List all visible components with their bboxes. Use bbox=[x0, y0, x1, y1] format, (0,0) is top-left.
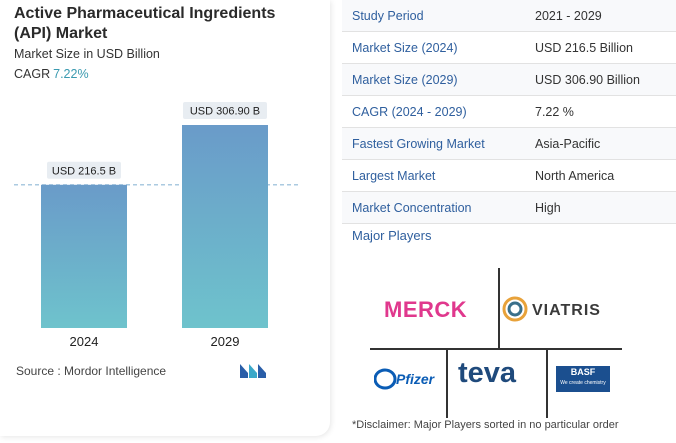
source-text: Source : Mordor Intelligence bbox=[16, 364, 167, 378]
row-key: Market Size (2024) bbox=[352, 40, 458, 55]
basf-logo-text: BASF bbox=[570, 367, 596, 377]
row-key: Market Size (2029) bbox=[352, 72, 458, 87]
chart-title: Active Pharmaceutical Ingredients (API) … bbox=[14, 5, 276, 42]
row-value: USD 306.90 Billion bbox=[535, 72, 640, 87]
row-key: Largest Market bbox=[352, 168, 436, 183]
viatris-logo-text: VIATRIS bbox=[532, 302, 601, 319]
viatris-inner-icon bbox=[507, 301, 523, 317]
row-key: Fastest Growing Market bbox=[352, 136, 485, 151]
row-key: CAGR (2024 - 2029) bbox=[352, 104, 467, 119]
table-row: Market Size (2024) USD 216.5 Billion bbox=[342, 32, 676, 64]
pfizer-logo: Pfizer bbox=[374, 368, 436, 390]
table-row: Market Concentration High bbox=[342, 192, 676, 224]
chart-subtitle: Market Size in USD Billion bbox=[14, 47, 160, 61]
major-players-title: Major Players bbox=[352, 228, 432, 243]
row-value: High bbox=[535, 200, 561, 215]
x-tick-2029: 2029 bbox=[211, 334, 240, 349]
market-summary-table: Study Period 2021 - 2029 Market Size (202… bbox=[342, 0, 676, 224]
teva-logo: teva bbox=[458, 357, 517, 389]
viatris-ring-icon bbox=[502, 296, 528, 322]
row-key: Market Concentration bbox=[352, 200, 472, 215]
data-label-2024: USD 216.5 B bbox=[52, 165, 116, 177]
cagr-line: CAGR 7.22% bbox=[14, 67, 89, 81]
disclaimer-text: *Disclaimer: Major Players sorted in no … bbox=[352, 419, 619, 431]
cagr-label: CAGR bbox=[14, 67, 51, 81]
cagr-value: 7.22% bbox=[53, 67, 89, 81]
data-label-2029: USD 306.90 B bbox=[190, 106, 260, 118]
table-row: Fastest Growing Market Asia-Pacific bbox=[342, 128, 676, 160]
data-label-box bbox=[47, 161, 121, 179]
logo-divider bbox=[498, 268, 500, 348]
pfizer-logo-text: Pfizer bbox=[396, 371, 436, 387]
bar-2024 bbox=[41, 184, 127, 328]
chart-panel: Active Pharmaceutical Ingredients (API) … bbox=[0, 0, 330, 436]
table-row: Study Period 2021 - 2029 bbox=[342, 0, 676, 32]
row-value: 7.22 % bbox=[535, 104, 574, 119]
mordor-logo-icon bbox=[240, 364, 266, 378]
pfizer-swirl-icon bbox=[374, 368, 397, 390]
x-tick-2024: 2024 bbox=[70, 334, 99, 349]
merck-logo-text: MERCK bbox=[384, 297, 467, 322]
row-value: 2021 - 2029 bbox=[535, 8, 602, 23]
table-row: CAGR (2024 - 2029) 7.22 % bbox=[342, 96, 676, 128]
data-label-box bbox=[183, 102, 267, 119]
bar-2029 bbox=[182, 125, 268, 328]
logo-divider bbox=[370, 348, 622, 350]
teva-logo-text: teva bbox=[458, 357, 517, 389]
basf-logo: BASF We create chemistry bbox=[556, 366, 610, 392]
logo-divider bbox=[446, 348, 448, 418]
table-row: Largest Market North America bbox=[342, 160, 676, 192]
row-value: Asia-Pacific bbox=[535, 136, 601, 151]
merck-logo: MERCK bbox=[384, 297, 467, 322]
viatris-logo: VIATRIS bbox=[502, 296, 601, 322]
row-value: North America bbox=[535, 168, 615, 183]
row-value: USD 216.5 Billion bbox=[535, 40, 633, 55]
bar-chart: USD 216.5 B 2024 USD 306.90 B 2029 bbox=[14, 102, 300, 349]
logo-divider bbox=[546, 348, 548, 418]
basf-tagline: We create chemistry bbox=[560, 380, 606, 386]
player-logos: MERCK VIATRIS Pfizer teva BASF We create… bbox=[370, 268, 630, 418]
table-row: Market Size (2029) USD 306.90 Billion bbox=[342, 64, 676, 96]
row-key: Study Period bbox=[352, 8, 424, 23]
